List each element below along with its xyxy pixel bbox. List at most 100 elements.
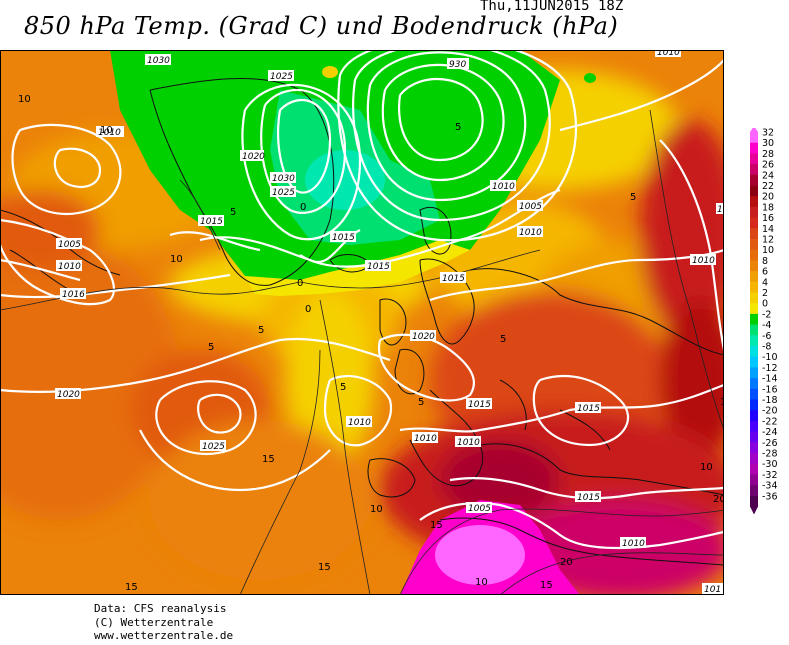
isobar-label: 101 — [702, 583, 724, 595]
svg-text:1020: 1020 — [412, 332, 435, 342]
isobar-label: 1010 — [620, 537, 646, 549]
svg-text:1020: 1020 — [57, 390, 80, 400]
svg-text:1005: 1005 — [58, 240, 81, 250]
svg-text:1025: 1025 — [270, 72, 293, 82]
isobar-label: 1015 — [330, 231, 356, 243]
legend-label: -16 — [762, 384, 778, 395]
svg-text:1010: 1010 — [98, 128, 121, 138]
legend-label: -24 — [762, 427, 778, 438]
legend-label: 28 — [762, 149, 774, 160]
legend-swatch — [750, 196, 758, 208]
svg-text:1025: 1025 — [272, 188, 295, 198]
isobar-label: 1015 — [575, 491, 601, 503]
legend-swatch — [750, 292, 758, 304]
legend-label: -18 — [762, 395, 778, 406]
legend-label: 10 — [762, 245, 774, 256]
legend-swatch — [750, 474, 758, 486]
isotherm-label: 10 — [18, 94, 31, 105]
legend-swatch — [750, 367, 758, 379]
legend-swatch — [750, 164, 758, 176]
isotherm-label: 5 — [500, 334, 506, 345]
isobar-label: 1020 — [240, 150, 265, 162]
legend-label: -22 — [762, 416, 778, 427]
map-frame — [0, 50, 724, 595]
legend-swatch — [750, 335, 758, 347]
legend-swatch — [750, 206, 758, 219]
svg-text:1030: 1030 — [272, 174, 295, 184]
svg-text:1030: 1030 — [147, 56, 170, 66]
isobar-label: 930 — [447, 58, 469, 70]
legend-swatch — [750, 453, 758, 465]
legend-swatch — [750, 495, 758, 507]
isotherm-label: 20 — [560, 557, 573, 568]
svg-text:1015: 1015 — [442, 274, 465, 284]
svg-text:1010: 1010 — [622, 539, 645, 549]
isotherm-labels: 10 10 10 5 0 5 0 10 5 0 5 5 10 5 10 15 1… — [18, 94, 724, 593]
isobar-label: 1010 — [56, 260, 82, 272]
isotherm-label: 0 — [305, 304, 311, 315]
isobar-label: 1016 — [60, 288, 86, 300]
legend-label: 24 — [762, 170, 774, 181]
isotherm-label: 10 — [700, 462, 713, 473]
legend-swatch — [750, 228, 758, 240]
isotherms — [0, 109, 724, 595]
weather-map: 1030 1025 930 1010 1010 1020 1030 1025 1… — [0, 50, 724, 595]
isobar-label: 1020 — [410, 330, 436, 342]
isobar-label: 1005 — [466, 502, 492, 514]
svg-text:1005: 1005 — [468, 504, 491, 514]
legend-label: -34 — [762, 481, 778, 492]
svg-text:1010: 1010 — [492, 182, 515, 192]
isobar-label: 1010 — [655, 50, 681, 58]
isotherm-label: 10 — [475, 577, 488, 588]
legend-swatch — [750, 260, 758, 272]
isotherm-label: 5 — [340, 382, 346, 393]
isotherm-label: 5 — [258, 325, 264, 336]
credits: Data: CFS reanalysis (C) Wetterzentrale … — [94, 602, 233, 643]
legend-label: 20 — [762, 192, 774, 203]
legend-swatch — [750, 485, 758, 497]
legend-label: 26 — [762, 160, 774, 171]
svg-text:1010: 1010 — [58, 262, 81, 272]
isobar-label: 1015 — [365, 260, 391, 272]
svg-text:101: 101 — [704, 585, 721, 595]
legend-swatch — [750, 442, 758, 454]
isotherm-label: 10 — [720, 397, 724, 408]
isotherm-label: 5 — [455, 122, 461, 133]
isobar-label: 1015 — [198, 215, 224, 227]
isotherm-label: 15 — [125, 582, 138, 593]
isobar-label: 1030 — [145, 54, 171, 66]
legend-label: -28 — [762, 449, 778, 460]
legend-label: 6 — [762, 267, 768, 278]
legend-swatch — [750, 217, 758, 229]
legend-label: 32 — [762, 128, 774, 139]
legend-swatch — [750, 303, 758, 315]
legend-label: -10 — [762, 352, 778, 363]
isotherm-label: 20 — [713, 494, 724, 505]
isobar-label: 1010 — [517, 226, 543, 238]
isobar-label: 1010 — [346, 416, 372, 428]
svg-text:1015: 1015 — [200, 217, 223, 227]
legend-label: -2 — [762, 309, 771, 320]
svg-text:1015: 1015 — [577, 493, 600, 503]
credit-website[interactable]: www.wetterzentrale.de — [94, 629, 234, 642]
legend-label: 16 — [762, 213, 774, 224]
legend-swatch — [750, 185, 758, 197]
isobar-label: 1010 — [690, 254, 716, 266]
legend-label: -8 — [762, 342, 771, 353]
isobar-label: 1025 — [200, 440, 226, 452]
legend-swatch — [750, 239, 758, 251]
isobar-label: 1015 — [440, 272, 466, 284]
isotherm-label: 10 — [100, 125, 113, 136]
legend-swatch — [750, 281, 758, 293]
isotherm-label: 5 — [230, 207, 236, 218]
isotherm-label: 10 — [170, 254, 183, 265]
svg-text:1010: 1010 — [457, 438, 480, 448]
legend-top-arrow — [750, 128, 758, 132]
isobar-label: 1 — [716, 203, 724, 215]
svg-text:1010: 1010 — [414, 434, 437, 444]
legend-label: -4 — [762, 320, 771, 331]
legend-swatch — [750, 431, 758, 443]
svg-text:1016: 1016 — [62, 290, 85, 300]
isobar-label: 1015 — [466, 398, 492, 410]
legend-swatch — [750, 324, 758, 336]
